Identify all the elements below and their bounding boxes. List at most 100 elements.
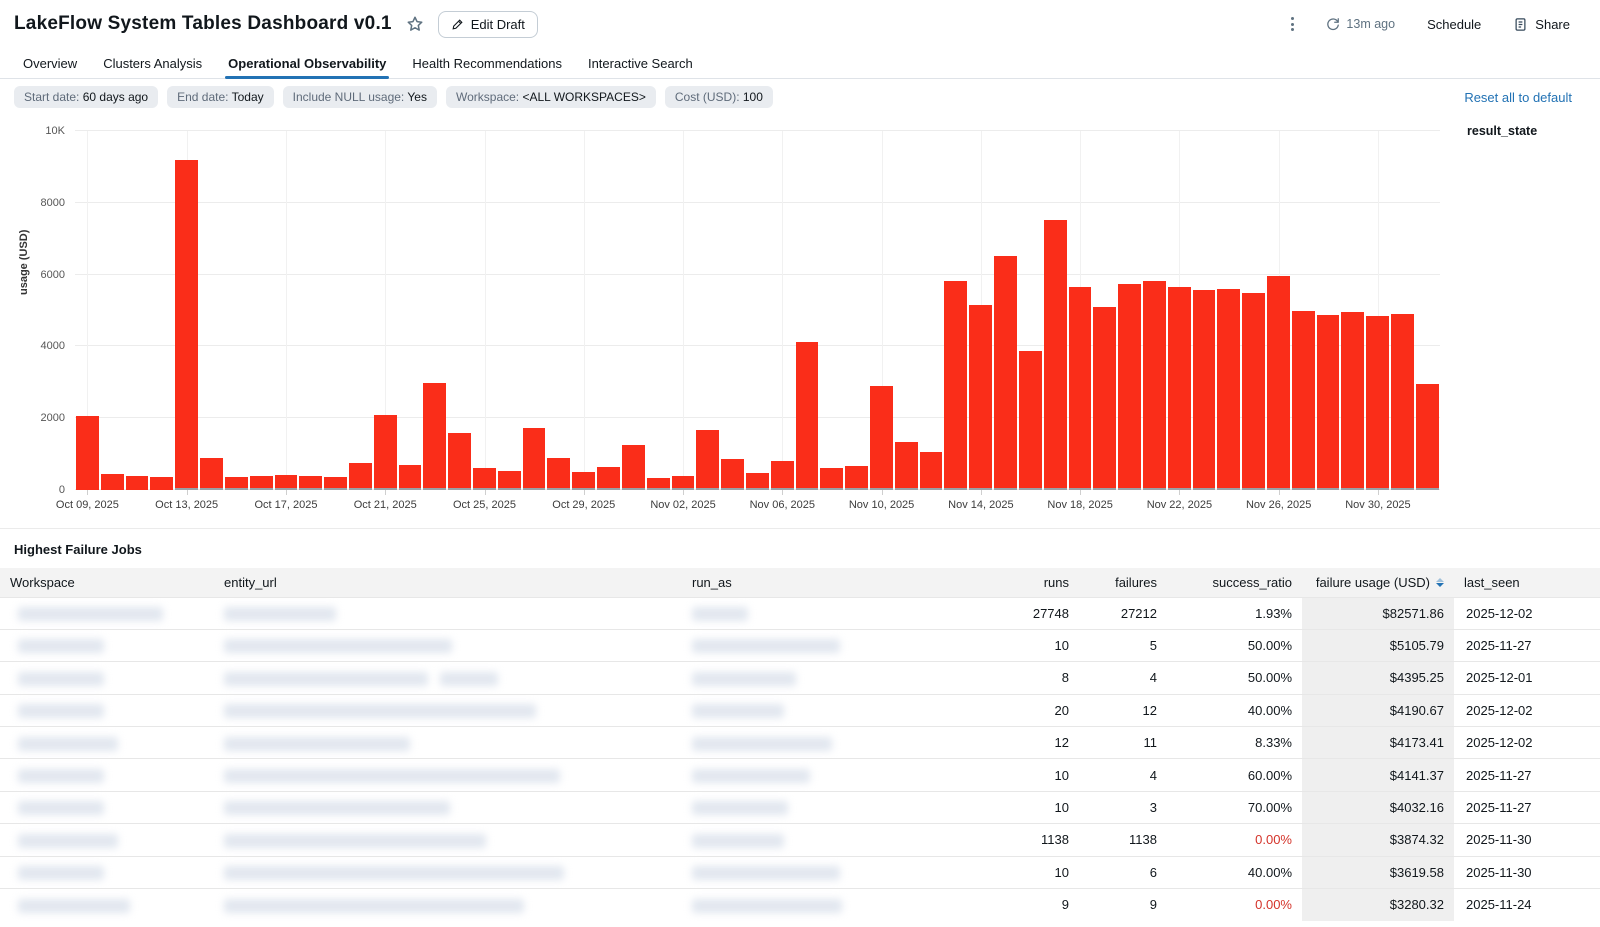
chart-bar[interactable] <box>373 131 398 490</box>
column-header-runs[interactable]: runs <box>979 568 1079 597</box>
chart-bar[interactable] <box>323 131 348 490</box>
filter-chip-start-date[interactable]: Start date: 60 days ago <box>14 86 159 108</box>
tab-operational-observability[interactable]: Operational Observability <box>215 49 399 79</box>
chart-bar[interactable] <box>621 131 646 490</box>
chart-bar[interactable] <box>819 131 844 490</box>
filter-chip-include-null-usage[interactable]: Include NULL usage: Yes <box>282 86 437 108</box>
chart-bar[interactable] <box>348 131 373 490</box>
overflow-menu-button[interactable] <box>1285 14 1300 34</box>
chart-bar[interactable] <box>844 131 869 490</box>
table-row[interactable]: 10 6 40.00% $3619.58 2025-11-30 <box>0 855 1600 889</box>
chart-bar[interactable] <box>1117 131 1142 490</box>
tab-overview[interactable]: Overview <box>23 56 78 71</box>
cell-entity-url[interactable] <box>214 823 682 857</box>
chart-bar[interactable] <box>720 131 745 490</box>
chart-bar[interactable] <box>497 131 522 490</box>
cell-entity-url[interactable] <box>214 661 682 695</box>
chart-bar[interactable] <box>149 131 174 490</box>
schedule-button[interactable]: Schedule <box>1421 16 1487 33</box>
tab-interactive-search[interactable]: Interactive Search <box>587 56 693 71</box>
chart-bar[interactable] <box>75 131 100 490</box>
chart-bar[interactable] <box>968 131 993 490</box>
chart-bar[interactable] <box>522 131 547 490</box>
chart-bar[interactable] <box>596 131 621 490</box>
chart-bar[interactable] <box>1068 131 1093 490</box>
column-header-last-seen[interactable]: last_seen <box>1454 568 1600 597</box>
table-row[interactable]: 8 4 50.00% $4395.25 2025-12-01 <box>0 661 1600 695</box>
chart-bar[interactable] <box>1092 131 1117 490</box>
chart-bar[interactable] <box>249 131 274 490</box>
chart-bar[interactable] <box>695 131 720 490</box>
column-header-failure-usage-usd[interactable]: failure usage (USD) <box>1302 568 1454 597</box>
chart-bar[interactable] <box>274 131 299 490</box>
chart-bar[interactable] <box>1192 131 1217 490</box>
chart-bar[interactable] <box>993 131 1018 490</box>
chart-bar[interactable] <box>125 131 150 490</box>
chart-bar[interactable] <box>472 131 497 490</box>
tab-clusters-analysis[interactable]: Clusters Analysis <box>103 56 203 71</box>
column-header-workspace[interactable]: Workspace <box>0 568 214 597</box>
chart-bar[interactable] <box>1291 131 1316 490</box>
chart-bar[interactable] <box>869 131 894 490</box>
column-header-success-ratio[interactable]: success_ratio <box>1167 568 1302 597</box>
chart-bar[interactable] <box>100 131 125 490</box>
filter-chip-end-date[interactable]: End date: Today <box>167 86 274 108</box>
chart-bar[interactable] <box>1142 131 1167 490</box>
chart-bar[interactable] <box>199 131 224 490</box>
chart-bar[interactable] <box>919 131 944 490</box>
tab-health-recommendations[interactable]: Health Recommendations <box>412 56 562 71</box>
chart-bar[interactable] <box>1365 131 1390 490</box>
filter-chip-workspace[interactable]: Workspace: <ALL WORKSPACES> <box>445 86 656 108</box>
table-row[interactable]: 9 9 0.00% $3280.32 2025-11-24 <box>0 888 1600 921</box>
cell-entity-url[interactable] <box>214 888 682 921</box>
chart-bar[interactable] <box>447 131 472 490</box>
chart-bar[interactable] <box>795 131 820 490</box>
chart-bar[interactable] <box>671 131 696 490</box>
column-header-run-as[interactable]: run_as <box>682 568 979 597</box>
chart-bar[interactable] <box>1043 131 1068 490</box>
chart-bar[interactable] <box>1266 131 1291 490</box>
chart-bar[interactable] <box>770 131 795 490</box>
chart-bar[interactable] <box>546 131 571 490</box>
cell-entity-url[interactable] <box>214 790 682 824</box>
chart-bar[interactable] <box>1241 131 1266 490</box>
table-row[interactable]: 12 11 8.33% $4173.41 2025-12-02 <box>0 726 1600 759</box>
chart-bar[interactable] <box>1415 131 1440 490</box>
column-header-entity-url[interactable]: entity_url <box>214 568 682 597</box>
chart-bar[interactable] <box>1018 131 1043 490</box>
table-row[interactable]: 1138 1138 0.00% $3874.32 2025-11-30 <box>0 823 1600 857</box>
chart-bar[interactable] <box>646 131 671 490</box>
chart-bar[interactable] <box>1340 131 1365 490</box>
chart-bar[interactable] <box>1216 131 1241 490</box>
chart-bar[interactable] <box>298 131 323 490</box>
share-button[interactable]: Share <box>1507 16 1576 33</box>
chart-bar[interactable] <box>571 131 596 490</box>
table-row[interactable]: 10 5 50.00% $5105.79 2025-11-27 <box>0 628 1600 662</box>
filter-chip-cost-usd[interactable]: Cost (USD): 100 <box>664 86 773 108</box>
edit-draft-button[interactable]: Edit Draft <box>437 10 538 38</box>
table-row[interactable]: 10 4 60.00% $4141.37 2025-11-27 <box>0 758 1600 792</box>
cell-entity-url[interactable] <box>214 693 682 727</box>
chart-bar[interactable] <box>943 131 968 490</box>
column-header-failures[interactable]: failures <box>1079 568 1167 597</box>
cell-entity-url[interactable] <box>214 628 682 662</box>
table-row[interactable]: 27748 27212 1.93% $82571.86 2025-12-02 <box>0 596 1600 630</box>
chart-bar[interactable] <box>1167 131 1192 490</box>
chart-bar[interactable] <box>1316 131 1341 490</box>
chart-bar[interactable] <box>224 131 249 490</box>
reset-filters-link[interactable]: Reset all to default <box>1458 89 1578 106</box>
chart-bar[interactable] <box>174 131 199 490</box>
chart-bar[interactable] <box>745 131 770 490</box>
cell-entity-url[interactable] <box>214 758 682 792</box>
cell-entity-url[interactable] <box>214 726 682 759</box>
table-row[interactable]: 10 3 70.00% $4032.16 2025-11-27 <box>0 790 1600 824</box>
chart-bar[interactable] <box>1390 131 1415 490</box>
favorite-star-button[interactable] <box>404 13 426 35</box>
chart-bar[interactable] <box>422 131 447 490</box>
table-row[interactable]: 20 12 40.00% $4190.67 2025-12-02 <box>0 693 1600 727</box>
refresh-button[interactable]: 13m ago <box>1320 16 1401 32</box>
chart-bar[interactable] <box>398 131 423 490</box>
cell-entity-url[interactable] <box>214 855 682 889</box>
cell-entity-url[interactable] <box>214 596 682 630</box>
chart-bar[interactable] <box>894 131 919 490</box>
